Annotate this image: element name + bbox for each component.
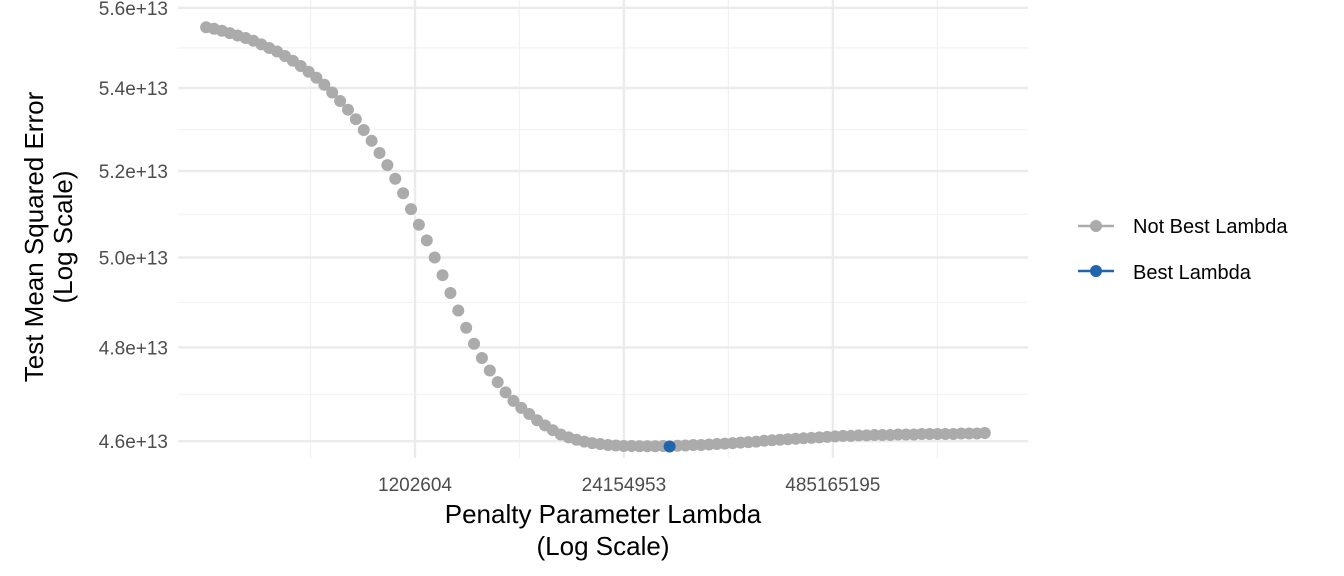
legend: Not Best Lambda Best Lambda xyxy=(1078,216,1288,284)
point-not-best-lambda xyxy=(483,364,496,377)
legend-item-best: Best Lambda xyxy=(1078,262,1252,284)
x-axis-subtitle: (Log Scale) xyxy=(537,531,670,561)
x-tick-label: 24154953 xyxy=(582,475,667,496)
y-tick-labels: 4.6e+13 4.8e+13 5.0e+13 5.2e+13 5.4e+13 5.6e+… xyxy=(99,0,168,453)
legend-swatch-best xyxy=(1090,265,1102,277)
point-not-best-lambda xyxy=(381,159,394,172)
point-not-best-lambda xyxy=(499,386,512,399)
point-not-best-lambda xyxy=(341,103,354,116)
y-tick-label: 4.6e+13 xyxy=(99,432,168,453)
point-not-best-lambda xyxy=(334,95,347,108)
point-not-best-lambda xyxy=(420,234,433,247)
point-best-lambda xyxy=(663,440,676,453)
point-not-best-lambda xyxy=(365,134,378,147)
point-not-best-lambda xyxy=(357,123,370,136)
x-axis-title: Penalty Parameter Lambda xyxy=(445,499,762,529)
x-tick-labels: 1202604 24154953 485165195 xyxy=(378,475,880,496)
point-not-best-lambda xyxy=(978,427,991,440)
legend-label-best: Best Lambda xyxy=(1133,262,1252,284)
point-not-best-lambda xyxy=(436,269,449,282)
data-points xyxy=(200,21,991,453)
point-not-best-lambda xyxy=(405,203,418,216)
y-axis-title: Test Mean Squared Error xyxy=(19,91,49,382)
point-not-best-lambda xyxy=(318,78,331,91)
point-not-best-lambda xyxy=(389,172,402,185)
point-not-best-lambda xyxy=(373,146,386,159)
y-tick-label: 5.4e+13 xyxy=(99,79,168,100)
y-tick-label: 4.8e+13 xyxy=(99,338,168,359)
point-not-best-lambda xyxy=(310,71,323,84)
point-not-best-lambda xyxy=(491,376,504,389)
y-tick-label: 5.6e+13 xyxy=(99,0,168,20)
point-not-best-lambda xyxy=(475,352,488,365)
x-tick-label: 1202604 xyxy=(378,475,452,496)
y-tick-label: 5.0e+13 xyxy=(99,248,168,269)
x-tick-label: 485165195 xyxy=(785,475,880,496)
y-tick-label: 5.2e+13 xyxy=(99,162,168,183)
legend-item-not-best: Not Best Lambda xyxy=(1078,216,1288,238)
point-not-best-lambda xyxy=(452,304,465,317)
point-not-best-lambda xyxy=(349,113,362,126)
point-not-best-lambda xyxy=(428,251,441,264)
point-not-best-lambda xyxy=(412,218,425,231)
point-not-best-lambda xyxy=(326,86,339,99)
point-not-best-lambda xyxy=(468,337,481,350)
point-not-best-lambda xyxy=(444,287,457,300)
point-not-best-lambda xyxy=(460,321,473,334)
point-not-best-lambda xyxy=(397,187,410,200)
point-not-best-lambda xyxy=(507,394,520,407)
grid-major-lines xyxy=(178,0,1028,458)
y-axis-subtitle: (Log Scale) xyxy=(48,171,78,304)
legend-label-not-best: Not Best Lambda xyxy=(1133,216,1288,238)
legend-swatch-not-best xyxy=(1090,220,1102,232)
